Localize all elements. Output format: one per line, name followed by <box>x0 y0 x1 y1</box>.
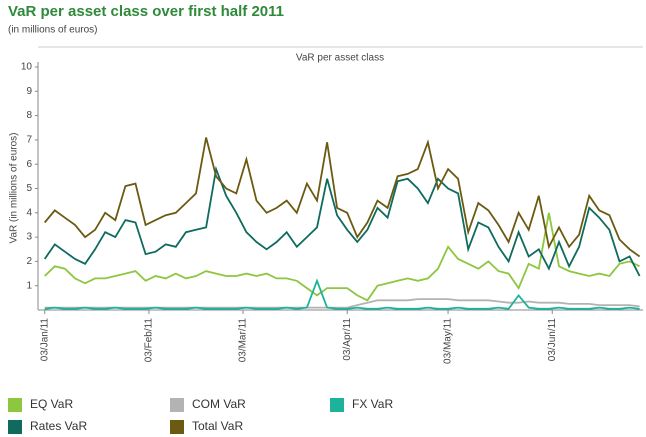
y-tick-label: 9 <box>26 86 32 97</box>
x-tick-label: 03/Jan/11 <box>39 318 50 362</box>
chart-subtitle: (in millions of euros) <box>8 25 97 36</box>
y-tick-label: 7 <box>26 135 32 146</box>
legend-label: Rates VaR <box>30 419 87 433</box>
legend-swatch <box>170 398 184 412</box>
legend-label: COM VaR <box>192 397 246 411</box>
legend-label: Total VaR <box>192 419 243 433</box>
plot-title: VaR per asset class <box>296 53 384 64</box>
series-line <box>43 165 641 277</box>
y-axis-label: VaR (in millions of euros) <box>9 133 20 244</box>
legend-swatch <box>8 398 22 412</box>
series-line <box>44 137 641 258</box>
y-tick-label: 5 <box>26 183 32 194</box>
y-tick-label: 3 <box>26 232 32 243</box>
y-tick-label: 2 <box>26 256 32 267</box>
x-tick-label: 03/Feb/11 <box>144 318 155 363</box>
legend-swatch <box>170 420 184 434</box>
y-tick-label: 1 <box>26 280 32 291</box>
chart-title: VaR per asset class over first half 2011 <box>8 3 284 20</box>
y-tick-label: 4 <box>26 207 32 218</box>
series-line <box>44 212 640 302</box>
x-tick-label: 03/May/11 <box>443 318 454 364</box>
x-tick-label: 03/Apr/11 <box>342 318 353 361</box>
y-tick-label: 6 <box>26 159 32 170</box>
legend-swatch <box>8 420 22 434</box>
y-tick-label: 10 <box>21 62 33 73</box>
legend-label: FX VaR <box>352 397 393 411</box>
x-tick-label: 03/Jun/11 <box>547 318 558 362</box>
legend-label: EQ VaR <box>30 397 73 411</box>
x-tick-label: 03/Mar/11 <box>238 318 249 363</box>
legend-swatch <box>330 398 344 412</box>
y-tick-label: 8 <box>26 110 32 121</box>
series-line <box>44 298 640 309</box>
series-line <box>44 278 640 310</box>
